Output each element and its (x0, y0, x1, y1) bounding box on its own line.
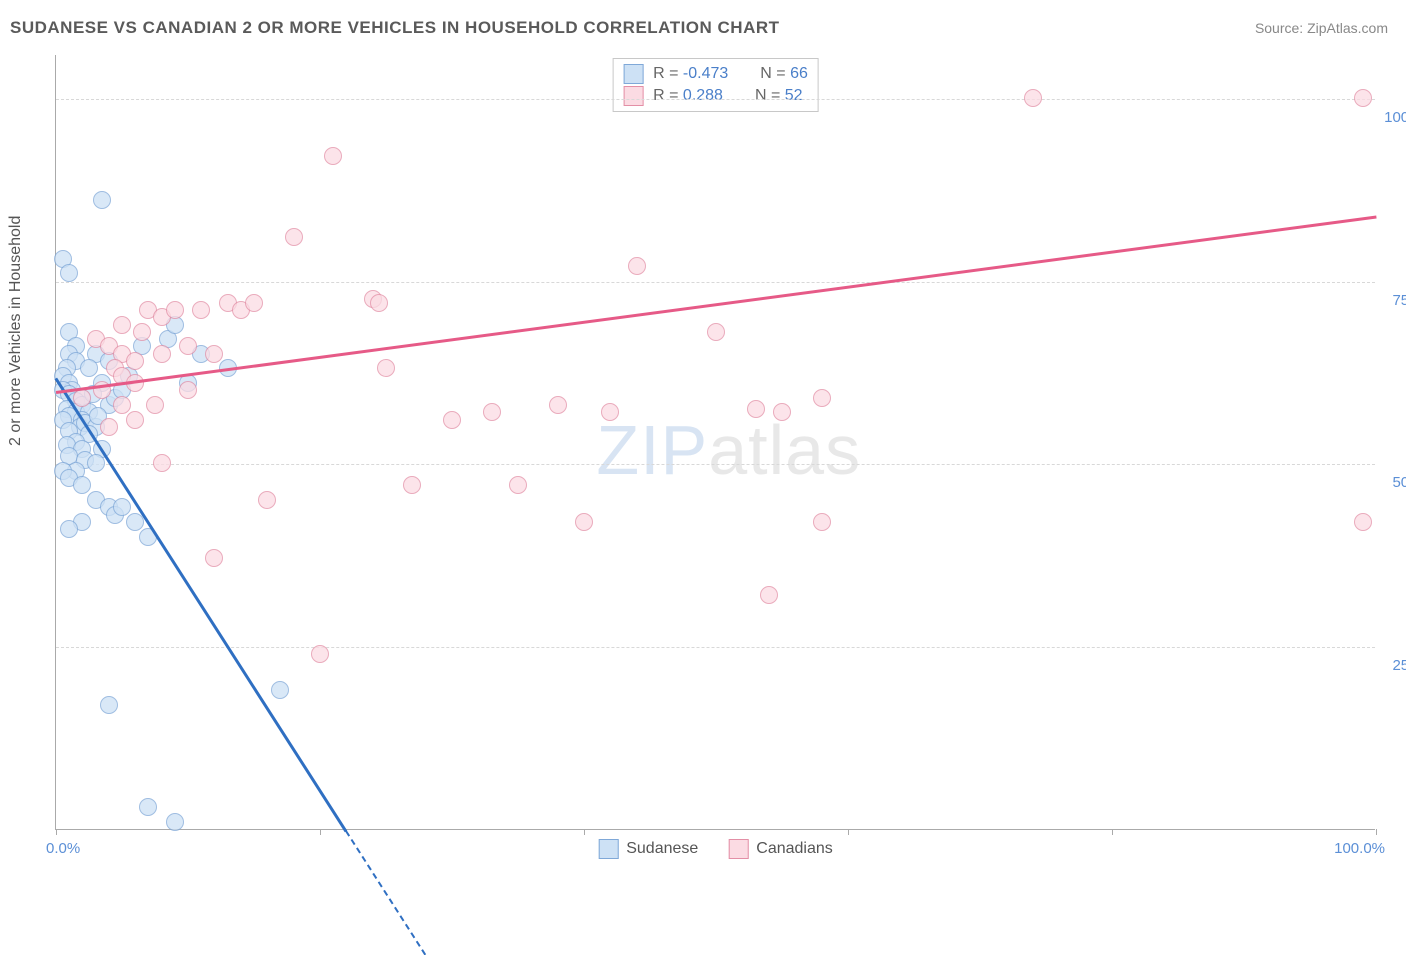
data-point (87, 454, 105, 472)
data-point (707, 323, 725, 341)
x-tick-mark (320, 829, 321, 835)
legend-series-item: Canadians (728, 839, 833, 859)
legend-r: R = 0.288 (653, 87, 723, 105)
x-tick-mark (1376, 829, 1377, 835)
watermark: ZIPatlas (596, 410, 861, 490)
data-point (773, 403, 791, 421)
gridline (56, 282, 1375, 283)
chart-container: SUDANESE VS CANADIAN 2 OR MORE VEHICLES … (0, 0, 1406, 892)
data-point (166, 813, 184, 831)
data-point (93, 191, 111, 209)
data-point (73, 389, 91, 407)
x-tick-min: 0.0% (46, 840, 80, 857)
data-point (628, 257, 646, 275)
legend-swatch (623, 64, 643, 84)
data-point (370, 294, 388, 312)
data-point (80, 359, 98, 377)
data-point (146, 396, 164, 414)
gridline (56, 647, 1375, 648)
legend-swatch (728, 839, 748, 859)
x-tick-mark (56, 829, 57, 835)
legend-swatch (623, 86, 643, 106)
data-point (403, 476, 421, 494)
data-point (1354, 89, 1372, 107)
y-tick-label: 75.0% (1380, 292, 1406, 309)
data-point (153, 345, 171, 363)
x-tick-max: 100.0% (1334, 840, 1385, 857)
data-point (133, 323, 151, 341)
y-tick-label: 25.0% (1380, 657, 1406, 674)
data-point (113, 316, 131, 334)
data-point (205, 345, 223, 363)
legend-series: Sudanese Canadians (598, 839, 833, 859)
data-point (324, 147, 342, 165)
data-point (813, 389, 831, 407)
legend-r: R = -0.473 (653, 65, 728, 83)
data-point (747, 400, 765, 418)
data-point (100, 696, 118, 714)
data-point (377, 359, 395, 377)
legend-series-label: Sudanese (626, 840, 698, 858)
data-point (509, 476, 527, 494)
data-point (285, 228, 303, 246)
data-point (100, 418, 118, 436)
data-point (126, 411, 144, 429)
y-tick-label: 50.0% (1380, 474, 1406, 491)
watermark-zip: ZIP (596, 411, 708, 489)
gridline (56, 99, 1375, 100)
source-label: Source: ZipAtlas.com (1255, 20, 1388, 36)
data-point (483, 403, 501, 421)
x-tick-mark (584, 829, 585, 835)
legend-swatch (598, 839, 618, 859)
legend-correlation: R = -0.473 N = 66 R = 0.288 N = 52 (612, 58, 819, 112)
data-point (258, 491, 276, 509)
data-point (126, 513, 144, 531)
data-point (813, 513, 831, 531)
legend-correlation-row: R = -0.473 N = 66 (623, 63, 808, 85)
data-point (192, 301, 210, 319)
plot-area: ZIPatlas R = -0.473 N = 66 R = 0.288 N = 52… (55, 55, 1375, 830)
data-point (311, 645, 329, 663)
trendline-extension (346, 830, 427, 955)
data-point (113, 498, 131, 516)
data-point (575, 513, 593, 531)
legend-n: N = 52 (755, 87, 803, 105)
data-point (760, 586, 778, 604)
legend-n: N = 66 (760, 65, 808, 83)
data-point (166, 301, 184, 319)
legend-correlation-row: R = 0.288 N = 52 (623, 85, 808, 107)
data-point (443, 411, 461, 429)
data-point (1024, 89, 1042, 107)
y-tick-label: 100.0% (1380, 109, 1406, 126)
data-point (205, 549, 223, 567)
watermark-atlas: atlas (708, 411, 861, 489)
data-point (601, 403, 619, 421)
data-point (139, 798, 157, 816)
data-point (179, 381, 197, 399)
data-point (1354, 513, 1372, 531)
data-point (179, 337, 197, 355)
x-tick-mark (1112, 829, 1113, 835)
data-point (153, 454, 171, 472)
chart-title: SUDANESE VS CANADIAN 2 OR MORE VEHICLES … (10, 18, 780, 38)
data-point (60, 264, 78, 282)
data-point (113, 396, 131, 414)
gridline (56, 464, 1375, 465)
data-point (271, 681, 289, 699)
legend-series-label: Canadians (756, 840, 833, 858)
data-point (549, 396, 567, 414)
data-point (60, 520, 78, 538)
x-tick-mark (848, 829, 849, 835)
data-point (126, 352, 144, 370)
trendline (55, 377, 348, 832)
y-axis-label: 2 or more Vehicles in Household (7, 216, 25, 446)
legend-series-item: Sudanese (598, 839, 698, 859)
data-point (245, 294, 263, 312)
data-point (73, 476, 91, 494)
